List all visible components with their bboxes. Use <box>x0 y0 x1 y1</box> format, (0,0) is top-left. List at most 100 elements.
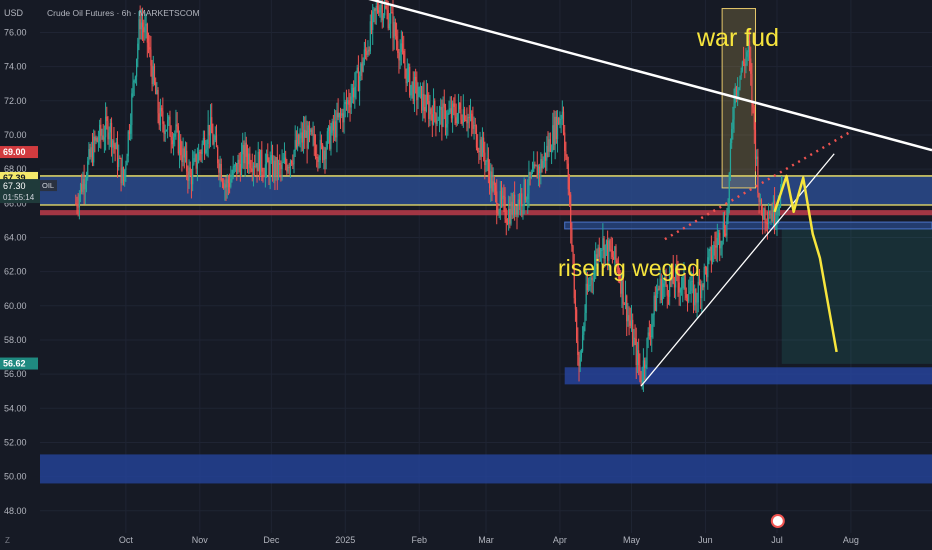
candle-body <box>215 135 218 148</box>
candle-body <box>387 10 389 29</box>
candle-body <box>604 244 606 259</box>
x-axis: Oct Nov Dec 2025 Feb Mar Apr May Jun Jul Aug <box>119 535 859 545</box>
candle-body <box>161 107 163 112</box>
candle-body <box>367 49 369 55</box>
candle-body <box>415 77 417 81</box>
resistance-trendline[interactable] <box>367 0 932 152</box>
candle-body <box>586 283 588 291</box>
candle-body <box>150 49 152 66</box>
candle-body <box>157 89 159 114</box>
candle-body <box>287 167 289 172</box>
rising-wedge-annotation[interactable]: riseing weged <box>558 255 700 281</box>
candles-layer <box>75 0 783 392</box>
candle-body <box>84 183 86 190</box>
candle-body <box>675 268 677 288</box>
candle-body <box>155 82 157 95</box>
candle-body <box>487 158 489 172</box>
candle-body <box>207 124 209 145</box>
candle-body <box>528 172 530 194</box>
candle-body <box>417 96 419 101</box>
candle-body <box>183 148 185 158</box>
candle-body <box>664 277 666 284</box>
candle-body <box>231 176 233 180</box>
candle-body <box>510 201 512 224</box>
candle-body <box>453 103 455 107</box>
candle-body <box>572 246 574 265</box>
candle-body <box>449 108 451 112</box>
candle-body <box>667 295 670 297</box>
candle-body <box>698 281 701 285</box>
candle-body <box>172 136 175 145</box>
candle-body <box>181 155 183 163</box>
candle-body <box>500 191 503 200</box>
candle-body <box>381 4 383 21</box>
candle-body <box>206 144 208 150</box>
candle-body <box>559 119 561 125</box>
candle-body <box>212 133 214 145</box>
candle-body <box>384 5 386 16</box>
oil-tag-bg <box>40 180 57 192</box>
candle-body <box>319 139 321 160</box>
candle-body <box>306 130 308 149</box>
candle-body <box>665 277 667 286</box>
candle-body <box>706 267 708 278</box>
candle-body <box>308 125 311 133</box>
candle-body <box>465 120 467 122</box>
candle-body <box>689 291 691 295</box>
x-tick-label: Apr <box>553 535 567 545</box>
candle-body <box>410 85 412 96</box>
candle-body <box>525 199 528 201</box>
candle-body <box>624 295 627 305</box>
candle-body <box>347 100 349 105</box>
y-tick-label: 48.00 <box>4 506 27 516</box>
candle-body <box>403 50 405 64</box>
candle-body <box>512 194 515 215</box>
candle-body <box>504 197 506 219</box>
candle-body <box>657 288 659 295</box>
candle-body <box>418 86 420 97</box>
candle-body <box>553 125 555 145</box>
event-flag-icon[interactable] <box>770 514 785 528</box>
candle-body <box>503 195 505 198</box>
wedge-top-dotted-line[interactable] <box>664 130 852 241</box>
candle-body <box>248 153 250 165</box>
candle-body <box>332 121 334 131</box>
candle-body <box>227 179 230 184</box>
y-tick-label: 74.00 <box>4 62 27 72</box>
candle-body <box>393 22 395 38</box>
candle-body <box>145 23 147 26</box>
level-red-badge: 69.00 <box>3 147 26 157</box>
candle-body <box>378 10 380 13</box>
candle-body <box>633 337 635 346</box>
candle-body <box>716 237 718 248</box>
wedge-support-line[interactable] <box>640 153 835 387</box>
projection-path[interactable] <box>773 174 838 353</box>
candle-body <box>640 371 642 384</box>
candle-body <box>386 8 388 11</box>
candle-body <box>432 100 435 125</box>
candle-body <box>344 101 346 105</box>
candle-body <box>748 40 751 59</box>
candle-body <box>364 49 367 52</box>
candle-body <box>499 191 501 211</box>
candle-body <box>490 171 492 189</box>
candle-body <box>597 247 599 262</box>
candle-body <box>356 67 358 72</box>
candle-body <box>552 125 554 152</box>
candle-body <box>256 163 258 172</box>
candle-body <box>107 121 109 140</box>
candle-body <box>391 12 393 14</box>
candle-body <box>268 162 270 178</box>
candle-body <box>443 103 445 108</box>
candle-body <box>323 150 325 161</box>
candle-body <box>353 87 355 98</box>
candle-body <box>395 36 398 42</box>
candle-body <box>345 101 348 105</box>
war-fud-annotation[interactable]: war fud <box>696 24 779 52</box>
candle-body <box>170 136 172 141</box>
candle-body <box>628 315 630 321</box>
candle-body <box>475 126 478 148</box>
level-blue-badge: 67.39 <box>3 173 26 183</box>
candle-body <box>777 210 779 212</box>
